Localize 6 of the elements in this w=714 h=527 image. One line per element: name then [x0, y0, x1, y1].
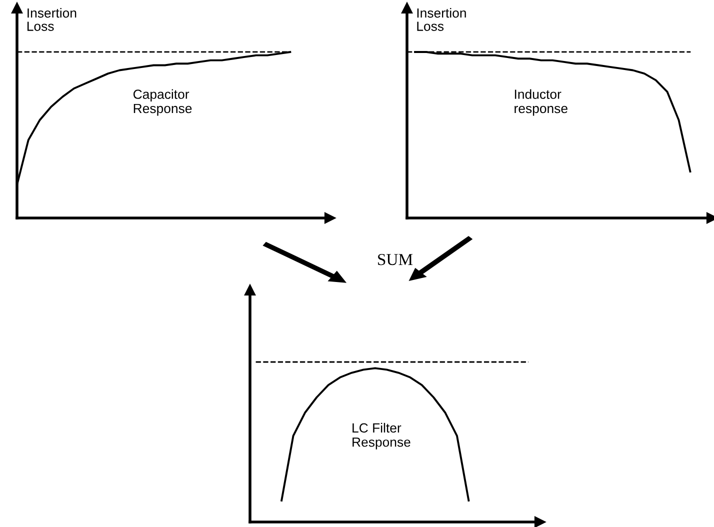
chart-title: SUM: [378, 254, 413, 266]
y-axis-title: Insertion Loss: [417, 8, 466, 31]
y-axis-title: Insertion Loss: [27, 8, 76, 31]
annotation: Capacitor Response: [133, 89, 192, 116]
annotation: Inductor response: [514, 89, 568, 116]
annotation: LC Filter Response: [352, 422, 410, 450]
